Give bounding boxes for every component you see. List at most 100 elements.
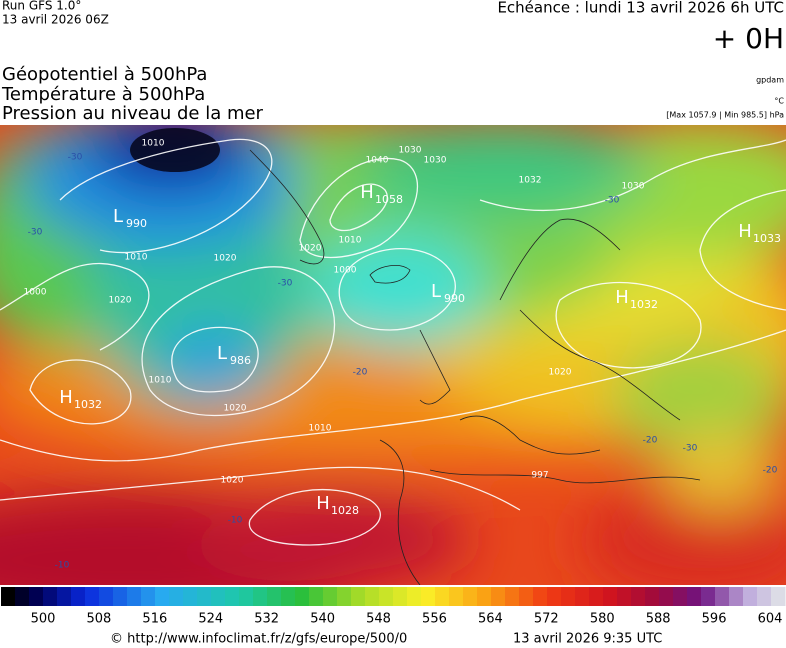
colorbar-swatch [393,587,408,606]
colorbar-swatch [449,587,464,606]
colorbar-swatch [99,587,114,606]
colorbar-swatch [239,587,254,606]
isobar-label: 1020 [224,404,247,414]
colorbar-swatch [645,587,660,606]
temperature-label: -30 [278,279,293,289]
pressure-center-letter: L [217,343,227,364]
pressure-center-value: 1028 [331,504,359,517]
colorbar-label: 508 [87,612,112,627]
colorbar-swatch [71,587,86,606]
pressure-range: [Max 1057.9 | Min 985.5] hPa [666,111,784,120]
temperature-label: -20 [763,466,778,476]
unit-geo: gpdam [756,76,784,85]
colorbar-swatch [743,587,758,606]
colorbar-swatch [29,587,44,606]
temperature-label: -30 [605,196,620,206]
isobar-label: 1010 [149,376,172,386]
colorbar-swatch [127,587,142,606]
temperature-label: -30 [28,228,43,238]
colorbar-label: 500 [31,612,56,627]
colorbar-swatch [421,587,436,606]
colorbar-swatch [477,587,492,606]
colorbar-label: 532 [254,612,279,627]
isobar-label: 1030 [424,156,447,166]
isobar-label: 1040 [366,156,389,166]
isobar-label: 1000 [24,288,47,298]
isobar-label: 1020 [214,254,237,264]
colorbar-swatch [169,587,184,606]
colorbar-label: 516 [142,612,167,627]
isobar-label: 1030 [399,146,422,156]
isobar-label: 1000 [334,266,357,276]
temperature-label: -30 [683,444,698,454]
colorbar-swatch [281,587,296,606]
colorbar-swatch [57,587,72,606]
colorbar: 500 508 516 524 532 540 548 556 564 572 580 588 596 6… [1,587,786,627]
pressure-center-letter: L [113,206,123,227]
colorbar-swatch [141,587,156,606]
colorbar-swatch [225,587,240,606]
colorbar-label: 580 [590,612,615,627]
colorbar-swatch [337,587,352,606]
run-date: 13 avril 2026 06Z [2,13,109,27]
pressure-center-letter: H [738,221,752,242]
isobar-label: 1020 [109,296,132,306]
colorbar-label: 540 [310,612,335,627]
colorbar-swatch [771,587,786,606]
colorbar-swatch [687,587,702,606]
isobar-label: 1032 [519,176,542,186]
temperature-label: -10 [228,516,243,526]
pressure-center-letter: L [431,281,441,302]
colorbar-swatch [323,587,338,606]
colorbar-label: 556 [422,612,447,627]
colorbar-swatch [617,587,632,606]
colorbar-swatch [351,587,366,606]
isobars [0,138,786,546]
run: Run GFS 1.0° [2,0,81,13]
colorbar-label: 596 [702,612,727,627]
source-url: © http://www.infoclimat.fr/z/gfs/europe/… [110,632,407,647]
pressure-center-value: 986 [230,354,251,367]
colorbar-swatch [603,587,618,606]
isobar-label: 1020 [221,476,244,486]
pressure-center-letter: H [360,182,374,203]
colorbar-swatch [407,587,422,606]
pressure-center-letter: H [59,387,73,408]
isobar-label: 1010 [309,424,332,434]
colorbar-swatch [309,587,324,606]
colorbar-label: 564 [478,612,503,627]
colorbar-swatch [715,587,730,606]
offset: + 0H [713,22,784,55]
isobar-label: 1010 [125,253,148,263]
colorbar-swatch [729,587,744,606]
colorbar-swatch [589,587,604,606]
isobar-label: 1020 [549,368,572,378]
colorbar-swatch [15,587,30,606]
pressure-center-value: 1032 [74,398,102,411]
temperature-label: -30 [68,153,83,163]
pressure-center-letter: H [615,287,629,308]
colorbar-swatch [1,587,16,606]
colorbar-swatch [491,587,506,606]
colorbar-swatch [43,587,58,606]
colorbar-swatch [295,587,310,606]
colorbar-swatch [533,587,548,606]
pressure-center-letter: H [316,493,330,514]
temperature-label: -20 [643,436,658,446]
isobar-label: 1030 [622,182,645,192]
colorbar-swatch [701,587,716,606]
colorbar-swatch [155,587,170,606]
colorbar-swatch [435,587,450,606]
colorbar-swatch [575,587,590,606]
pressure-center-value: 990 [126,217,147,230]
colorbar-label: 604 [758,612,783,627]
generated-date: 13 avril 2026 9:35 UTC [513,632,662,647]
colorbar-swatch [197,587,212,606]
pressure-center-value: 1058 [375,193,403,206]
colorbar-swatch [211,587,226,606]
colorbar-swatch [183,587,198,606]
title: Pression au niveau de la mer [2,103,264,124]
pressure-center-value: 990 [444,292,465,305]
colorbar-swatch [673,587,688,606]
